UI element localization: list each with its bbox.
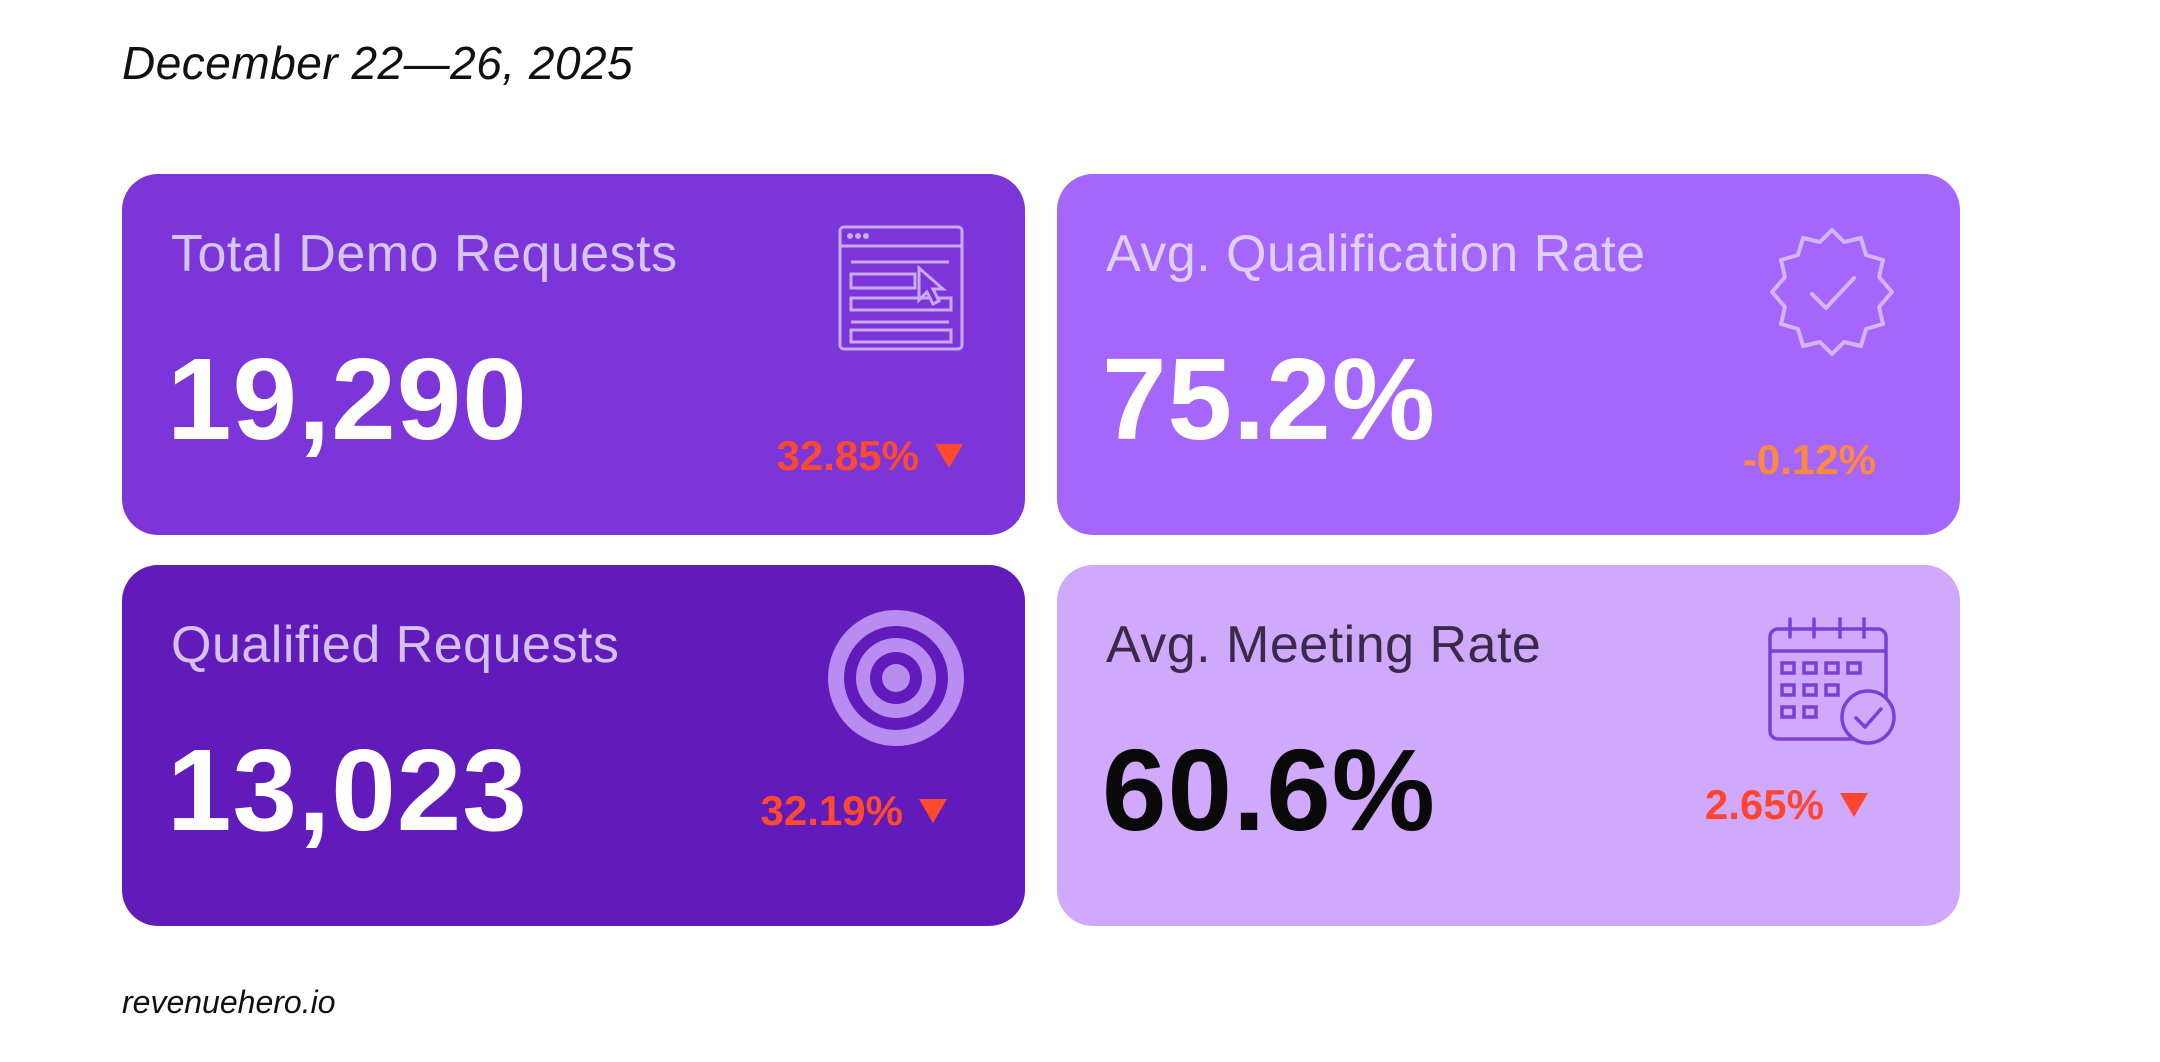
metric-value: 19,290 [167,334,528,464]
metric-change-value: 32.19% [760,787,903,834]
source-footer: revenuehero.io [122,984,336,1020]
web-form-cursor-icon [838,225,964,351]
metric-change-value: 2.65% [1704,781,1824,828]
metric-card-total-demo-requests: Total Demo Requests 19,290 32.85% [122,174,1025,535]
metric-label: Avg. Meeting Rate [1106,616,1542,674]
metric-change-value: 32.85% [776,432,919,479]
metric-change: -0.12% [1743,436,1876,484]
down-arrow-icon [935,444,963,468]
metric-label: Total Demo Requests [171,225,678,283]
target-icon [828,610,964,746]
metric-label: Avg. Qualification Rate [1106,225,1646,283]
calendar-check-icon [1768,617,1896,745]
metric-value: 60.6% [1102,725,1436,855]
metric-change: 32.19% [761,787,947,835]
metric-card-avg-meeting-rate: Avg. Meeting Rate 60.6% 2.65% [1057,565,1960,926]
metric-value: 75.2% [1102,334,1436,464]
verified-badge-icon [1770,228,1894,356]
metric-label: Qualified Requests [171,616,620,674]
down-arrow-icon [1840,793,1868,817]
metric-change-value: -0.12% [1742,436,1876,483]
metric-card-qualified-requests: Qualified Requests 13,023 32.19% [122,565,1025,926]
metric-value: 13,023 [167,725,528,855]
down-arrow-icon [919,799,947,823]
metric-card-avg-qualification-rate: Avg. Qualification Rate 75.2% -0.12% [1057,174,1960,535]
metric-change: 2.65% [1705,781,1868,829]
date-range-title: December 22—26, 2025 [122,37,634,89]
metric-change: 32.85% [777,432,963,480]
